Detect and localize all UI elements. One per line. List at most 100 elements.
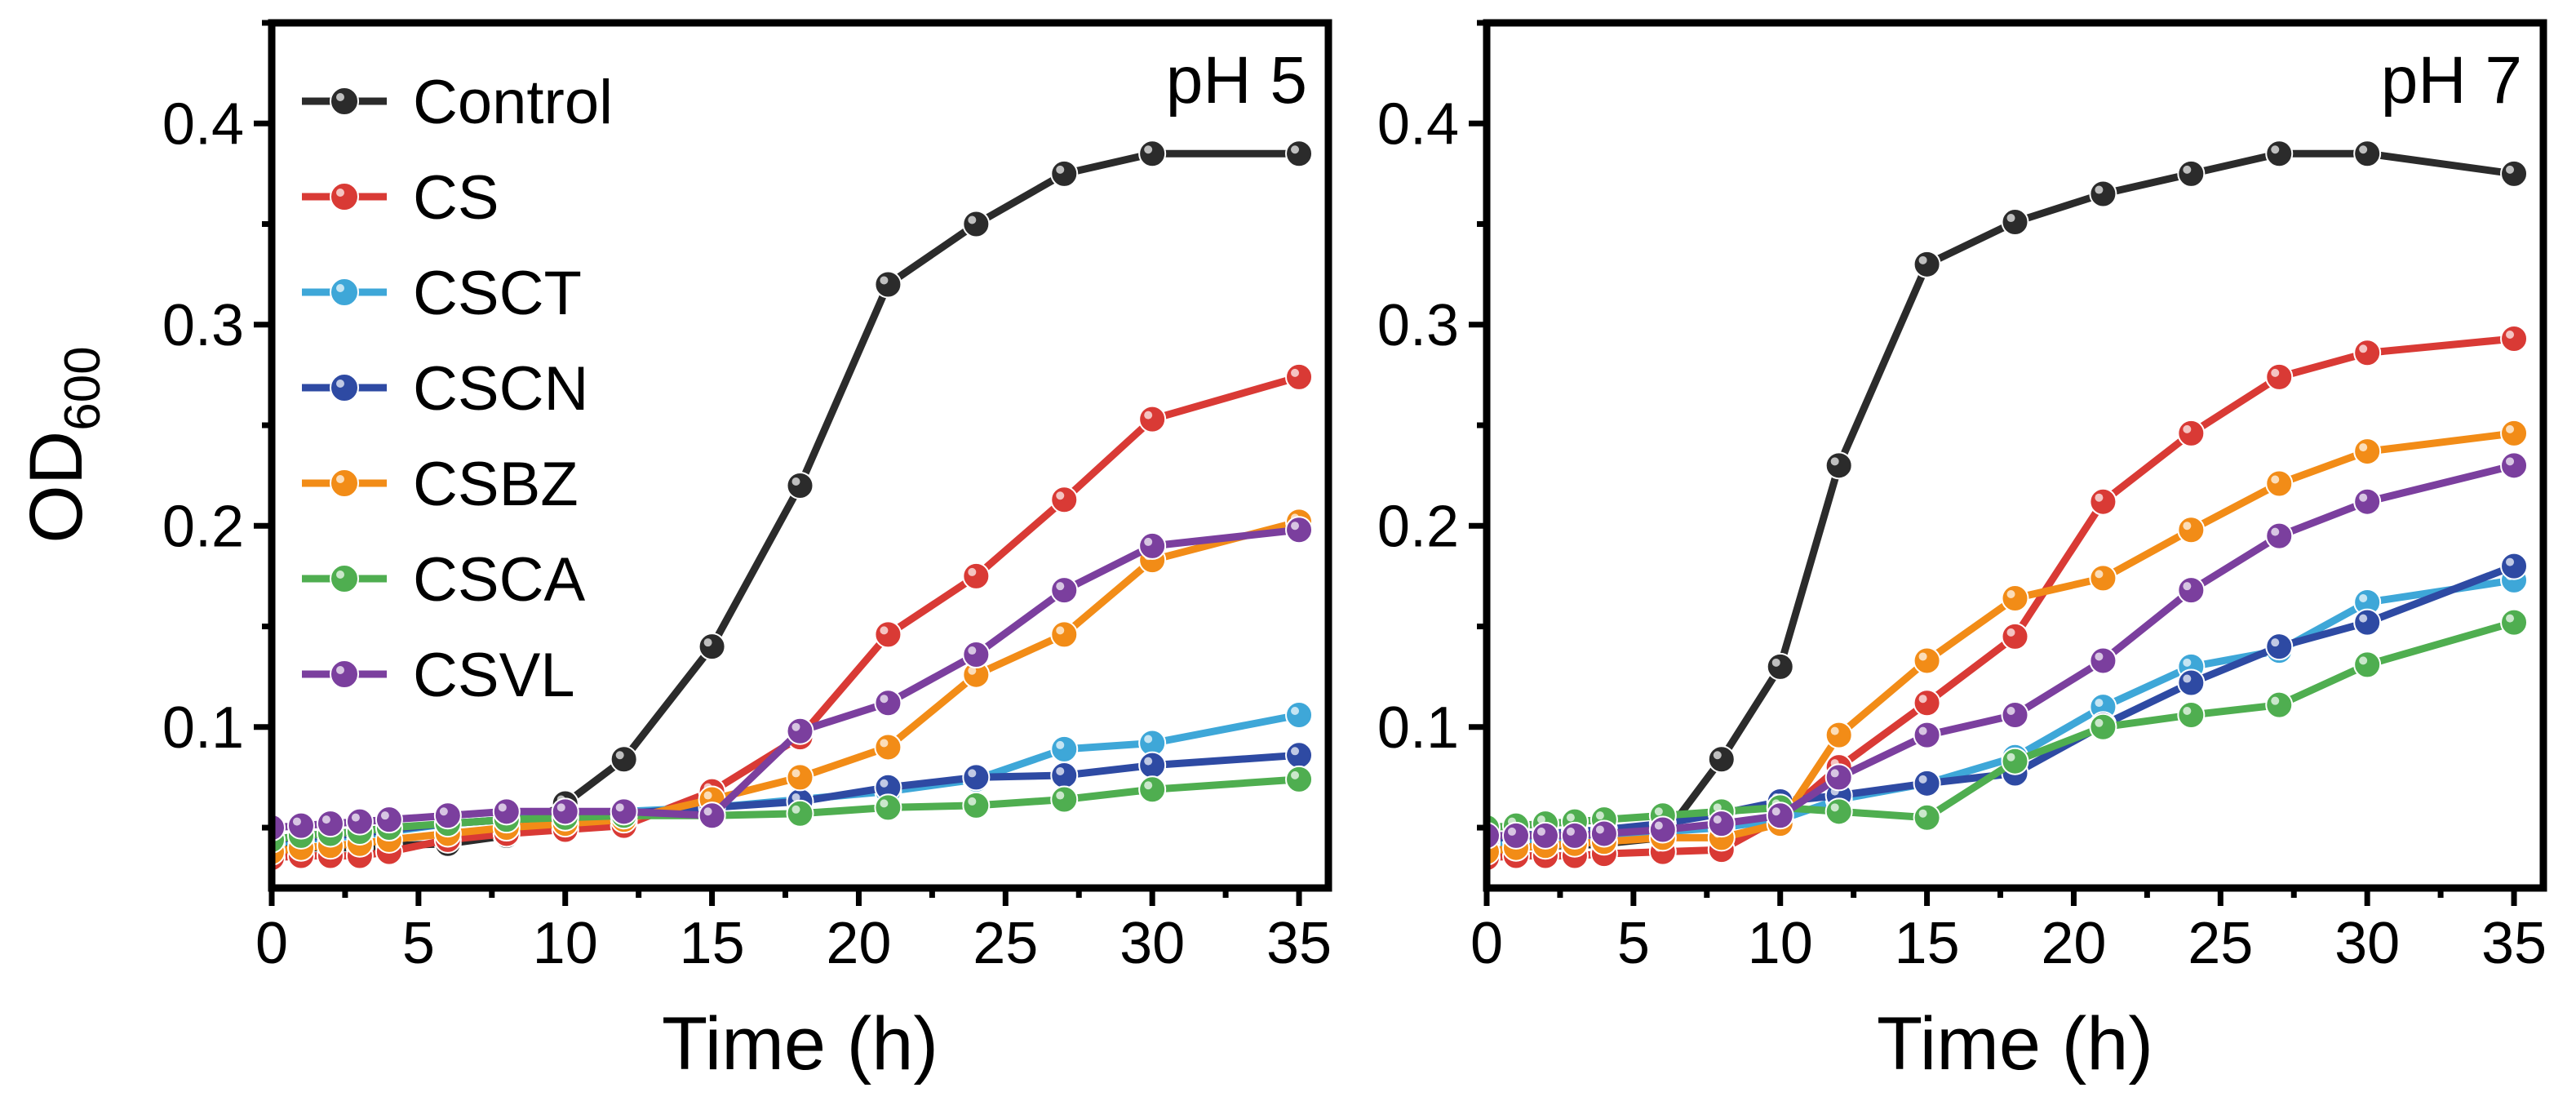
data-point-highlight [380,811,389,820]
data-point-csvl [1766,801,1794,830]
data-point-highlight [1595,825,1604,834]
data-point-csvl [786,717,814,745]
data-point-highlight [1771,807,1780,816]
legend-marker-highlight [336,475,344,483]
data-point-highlight [2006,590,2015,599]
legend-item-cs: CS [302,163,499,233]
legend-label: CSCT [413,259,582,328]
data-point-csca [874,793,902,822]
legend-item-control: Control [302,68,613,137]
plot-area [272,140,1314,872]
data-point-highlight [791,722,800,731]
x-tick-label: 35 [1266,911,1332,976]
data-point-highlight [2183,165,2192,174]
data-point-cs [874,620,902,649]
data-point-csvl [1648,815,1677,844]
data-point-csvl [2001,701,2029,729]
data-point-highlight [1056,766,1065,775]
data-point-highlight [703,791,712,800]
data-point-highlight [968,797,977,806]
data-point-highlight [1291,707,1300,715]
data-point-csvl [345,807,374,836]
series-line-csca [272,775,1303,844]
y-tick-label: 0.1 [1377,695,1459,761]
data-point-control [874,270,902,299]
data-point-highlight [2506,557,2515,566]
legend-item-csbz: CSBZ [302,450,579,519]
x-tick-label: 20 [2041,911,2106,976]
data-point-highlight [2359,145,2368,154]
data-point-csvl [1138,531,1167,560]
data-point-csbz [2001,584,2029,613]
data-point-csbz [1913,646,1941,675]
data-point-highlight [1918,652,1927,661]
data-point-csvl [492,797,521,826]
data-point-csca [962,791,991,819]
data-point-highlight [1056,491,1065,500]
series-line-csvl [1487,461,2518,840]
data-point-highlight [1056,626,1065,635]
data-point-highlight [968,769,977,778]
data-point-cs [2265,362,2294,391]
legend-marker-highlight [336,571,344,579]
data-point-control [1824,451,1853,480]
data-point-control [1913,250,1941,278]
data-point-highlight [2183,674,2192,683]
data-point-cscn [2500,552,2529,580]
data-point-highlight [498,803,507,812]
data-point-cscn [2177,668,2206,697]
data-point-control [2265,140,2294,168]
data-point-csvl [610,797,638,826]
legend-label: CSCA [413,545,585,615]
data-point-highlight [880,779,889,788]
data-point-highlight [1144,145,1153,154]
data-point-highlight [2359,443,2368,452]
x-tick-label: 25 [973,911,1038,976]
data-point-highlight [1595,811,1604,820]
y-tick-label: 0.1 [162,695,244,761]
data-point-csca [2500,608,2529,637]
data-point-csvl [433,801,462,830]
data-point-csvl [2265,522,2294,550]
data-point-csca [2089,713,2117,741]
y-tick-label: 0.2 [1377,494,1459,559]
legend-item-cscn: CSCN [302,354,588,424]
legend-swatch-marker [330,468,359,498]
data-point-highlight [2271,696,2280,705]
data-point-csvl [698,801,726,830]
data-point-highlight [2271,638,2280,647]
data-point-highlight [1144,537,1153,546]
data-point-highlight [2359,493,2368,502]
legend-item-csca: CSCA [302,545,585,615]
legend-label: CS [413,163,499,233]
y-tick-label: 0.4 [1377,91,1459,157]
data-point-highlight [1566,827,1575,836]
data-point-csvl [874,689,902,717]
legend-swatch-marker [330,278,359,307]
data-point-highlight [1713,751,1722,760]
data-point-highlight [1536,815,1545,824]
legend-swatch-marker [330,659,359,689]
y-tick-label: 0.3 [1377,293,1459,358]
data-point-highlight [968,646,977,655]
series-line-csvl [272,526,1303,832]
data-point-highlight [791,769,800,778]
data-point-cs [2500,325,2529,353]
data-point-highlight [2506,457,2515,466]
data-point-highlight [1536,827,1545,836]
data-point-csvl [1824,763,1853,792]
legend-item-csvl: CSVL [302,641,575,710]
data-point-highlight [2506,165,2515,174]
data-point-csbz [1824,721,1853,749]
data-point-csct [1285,701,1314,729]
data-point-highlight [2359,614,2368,623]
data-point-csbz [2500,419,2529,447]
data-point-highlight [2006,628,2015,637]
data-point-highlight [439,807,448,816]
data-point-highlight [321,815,330,824]
data-point-cs [1050,486,1079,514]
data-point-highlight [968,567,977,576]
y-tick-label: 0.3 [162,293,244,358]
data-point-highlight [1056,791,1065,800]
data-point-highlight [2183,424,2192,433]
